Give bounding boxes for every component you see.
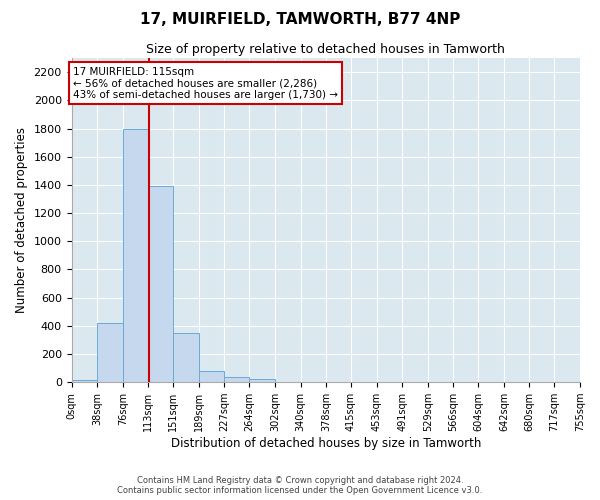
Text: 17, MUIRFIELD, TAMWORTH, B77 4NP: 17, MUIRFIELD, TAMWORTH, B77 4NP [140, 12, 460, 28]
Bar [71, 380, 97, 382]
Bar [199, 371, 224, 382]
Bar [250, 380, 275, 382]
Text: Contains HM Land Registry data © Crown copyright and database right 2024.
Contai: Contains HM Land Registry data © Crown c… [118, 476, 482, 495]
Bar [97, 323, 123, 382]
Text: 17 MUIRFIELD: 115sqm
← 56% of detached houses are smaller (2,286)
43% of semi-de: 17 MUIRFIELD: 115sqm ← 56% of detached h… [73, 66, 338, 100]
X-axis label: Distribution of detached houses by size in Tamworth: Distribution of detached houses by size … [170, 437, 481, 450]
Title: Size of property relative to detached houses in Tamworth: Size of property relative to detached ho… [146, 42, 505, 56]
Bar [123, 128, 148, 382]
Y-axis label: Number of detached properties: Number of detached properties [15, 127, 28, 313]
Bar [173, 333, 199, 382]
Bar [224, 378, 250, 382]
Bar [148, 186, 173, 382]
